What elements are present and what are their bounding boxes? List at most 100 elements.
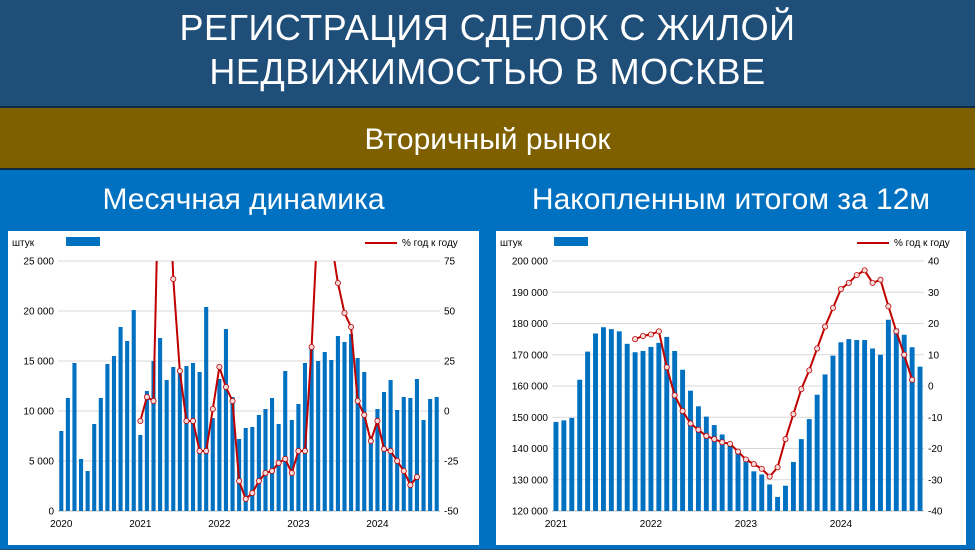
- y-tick-label: 5 000: [29, 457, 54, 468]
- yoy-point: [774, 464, 781, 471]
- y-tick-label: 0: [48, 507, 54, 518]
- bar: [561, 420, 567, 511]
- yoy-point: [334, 280, 341, 287]
- bar: [434, 397, 439, 511]
- y-tick-label: 25 000: [23, 257, 54, 268]
- yoy-point: [381, 445, 388, 452]
- bar: [217, 379, 222, 511]
- bar: [624, 343, 630, 511]
- bar: [92, 424, 97, 511]
- yoy-point: [640, 333, 647, 340]
- bar: [711, 425, 717, 511]
- bar: [688, 390, 693, 511]
- bar: [656, 342, 662, 511]
- bar: [151, 361, 156, 511]
- bar: [664, 336, 670, 511]
- yoy-point: [242, 495, 249, 502]
- yoy-point: [216, 363, 223, 370]
- bar: [608, 329, 614, 511]
- yoy-point: [394, 457, 401, 464]
- bar: [355, 358, 360, 511]
- yoy-point: [822, 323, 829, 330]
- yoy-point: [750, 461, 757, 468]
- yoy-point: [687, 420, 694, 427]
- bar: [243, 428, 248, 511]
- bar: [256, 415, 261, 511]
- yoy-point: [679, 407, 686, 414]
- bar: [118, 327, 123, 511]
- bar: [695, 406, 701, 511]
- bar: [125, 341, 130, 511]
- bar: [759, 474, 765, 511]
- yoy-point: [236, 477, 243, 484]
- yoy-point: [354, 397, 361, 404]
- yoy-point: [196, 447, 203, 454]
- x-tick-label: 2020: [50, 519, 73, 530]
- bar: [138, 435, 143, 511]
- x-tick-label: 2023: [287, 519, 310, 530]
- yoy-point: [734, 448, 741, 455]
- yoy-point: [288, 469, 295, 476]
- y2-tick-label: 50: [444, 307, 456, 318]
- bar: [790, 461, 796, 511]
- yoy-point: [222, 383, 229, 390]
- y2-tick-label: 40: [928, 257, 940, 268]
- bar: [870, 348, 876, 511]
- bar: [585, 351, 591, 511]
- yoy-point: [348, 324, 355, 331]
- y2-tick-label: 30: [928, 288, 940, 299]
- monthly-chart-svg: 0 5 000 10 000 15 000 20 000 25 000 -50 -25 0 25 5…: [12, 237, 459, 530]
- bar: [204, 307, 209, 511]
- yoy-point: [137, 417, 144, 424]
- yoy-point: [341, 310, 348, 317]
- x-tick-label: 2021: [129, 519, 152, 530]
- x-tick-label: 2021: [545, 519, 568, 530]
- x-tick-label: 2023: [735, 519, 758, 530]
- bar: [368, 436, 373, 511]
- legend-line-label: % год к году: [894, 238, 950, 249]
- y-tick-label: 120 000: [512, 507, 549, 518]
- subtitle-banner: Вторичный рынок: [0, 106, 975, 170]
- y-tick-label: 160 000: [512, 382, 549, 393]
- yoy-point: [183, 417, 190, 424]
- bar: [719, 434, 725, 511]
- bar: [600, 327, 606, 511]
- yoy-point: [301, 447, 308, 454]
- bar: [830, 355, 836, 511]
- bar: [283, 371, 288, 511]
- bar: [743, 457, 749, 511]
- bar: [767, 484, 773, 511]
- bar: [775, 496, 781, 511]
- bar: [862, 340, 868, 511]
- bar: [893, 328, 899, 511]
- bar: [640, 351, 646, 511]
- yoy-point: [413, 473, 420, 480]
- yoy-point: [727, 440, 734, 447]
- yoy-point: [143, 393, 150, 400]
- yoy-point: [361, 411, 368, 418]
- yoy-point: [742, 456, 749, 463]
- bar: [375, 409, 380, 511]
- yoy-point: [387, 447, 394, 454]
- bar: [854, 340, 860, 511]
- y-tick-label: 130 000: [512, 475, 549, 486]
- bar: [190, 363, 196, 511]
- yoy-point: [845, 279, 852, 286]
- bar: [727, 443, 733, 511]
- bar: [171, 367, 176, 511]
- yoy-point: [400, 467, 407, 474]
- bar: [878, 354, 883, 511]
- bar: [335, 336, 340, 511]
- y2-tick-label: 0: [928, 382, 934, 393]
- bar: [230, 397, 235, 511]
- bar: [846, 339, 852, 511]
- yoy-point: [909, 376, 916, 383]
- bar: [751, 471, 757, 511]
- legend-bar-swatch: [554, 237, 588, 246]
- yoy-point: [209, 405, 216, 412]
- bar: [593, 333, 598, 511]
- y2-tick-label: -50: [444, 507, 459, 518]
- bar: [223, 329, 228, 511]
- bar: [672, 351, 678, 511]
- y2-tick-label: 10: [928, 350, 940, 361]
